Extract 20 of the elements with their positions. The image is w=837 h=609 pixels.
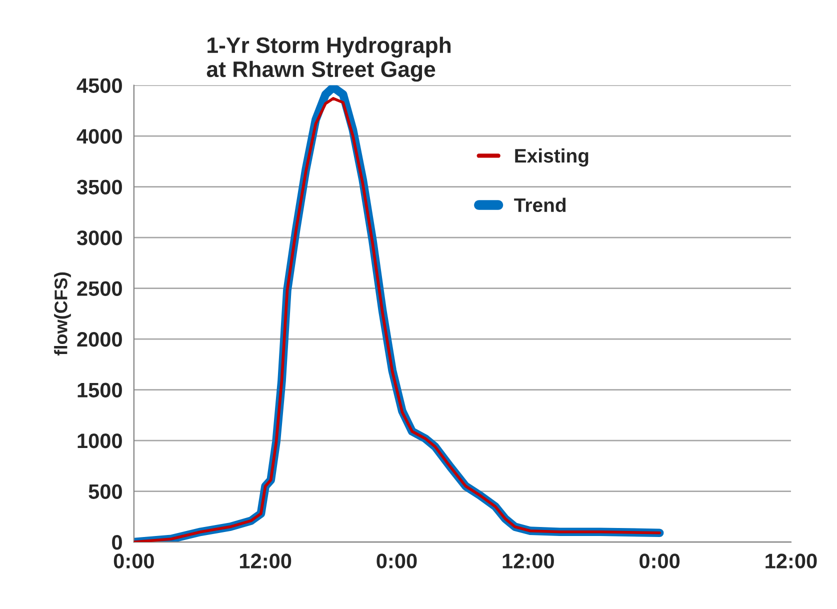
legend-label: Existing bbox=[515, 148, 588, 167]
x-tick-label: 12:00 bbox=[766, 554, 817, 568]
y-tick-label: 500 bbox=[88, 484, 122, 500]
x-tick-label: 0:00 bbox=[114, 554, 154, 568]
y-tick-label: 3000 bbox=[76, 230, 122, 246]
y-tick-label: 4500 bbox=[76, 78, 122, 94]
y-tick-label: 2500 bbox=[77, 281, 122, 296]
legend-label: Trend bbox=[514, 198, 566, 212]
x-tick-label: 12:00 bbox=[240, 554, 292, 568]
chart-title: 1-Yr Storm Hydrograph at Rhawn Street Gage bbox=[206, 36, 451, 82]
y-tick-label: 2000 bbox=[77, 332, 122, 347]
y-tick-label: 1000 bbox=[78, 434, 122, 448]
x-tick-label: 0:00 bbox=[376, 554, 417, 568]
x-tick-label: 12:00 bbox=[502, 554, 554, 568]
y-tick-label: 3500 bbox=[76, 180, 122, 195]
y-axis-title: flow(CFS) bbox=[54, 272, 71, 356]
y-tick-label: 0 bbox=[112, 535, 122, 550]
x-tick-label: 0:00 bbox=[640, 554, 680, 568]
y-tick-label: 1500 bbox=[78, 382, 122, 398]
y-tick-label: 4000 bbox=[76, 129, 122, 144]
